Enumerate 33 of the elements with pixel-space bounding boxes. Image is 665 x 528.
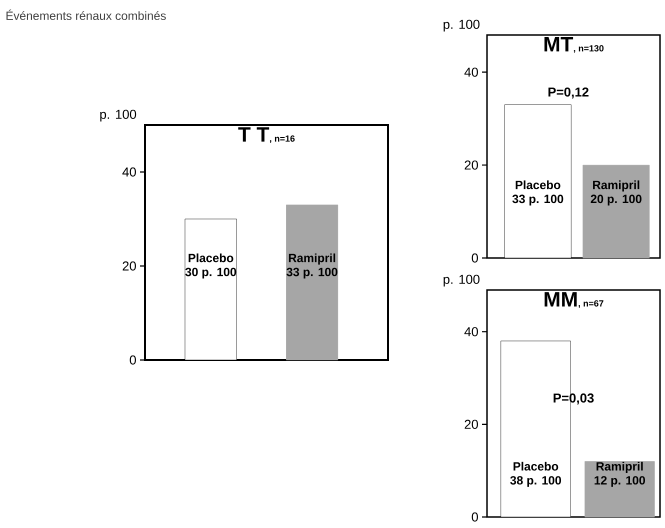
x-tick-label: Placebo — [514, 462, 558, 471]
text: , n=16 — [270, 135, 295, 144]
data-label: 33 p. 100 — [512, 194, 564, 206]
text: , n=130 — [574, 45, 604, 53]
data-label: 20 p. 100 — [590, 194, 642, 206]
data-label: 38 p. 100 — [510, 476, 562, 487]
text: Événements rénaux combinés — [6, 10, 166, 20]
data-label: 12 p. 100 — [594, 476, 646, 487]
y-tick-label: 40 — [122, 167, 136, 177]
x-tick-label: Ramipril — [593, 180, 640, 192]
x-tick-label: Placebo — [516, 180, 560, 190]
y-axis-title: p. 100 — [444, 274, 480, 286]
chart-title: MM — [544, 292, 577, 306]
annotation: P=0,12 — [548, 87, 589, 98]
text: , n=67 — [578, 300, 604, 308]
data-label: 30 p. 100 — [185, 268, 236, 279]
annotation: P=0,03 — [554, 393, 594, 404]
y-tick-label: 0 — [130, 355, 136, 365]
y-tick-label: 0 — [472, 512, 478, 522]
y-axis-title: p. 100 — [444, 20, 480, 32]
y-tick-label: 40 — [464, 68, 478, 77]
x-tick-label: Ramipril — [596, 462, 643, 473]
chart-title: T T — [238, 127, 270, 142]
y-tick-label: 20 — [464, 420, 478, 429]
y-tick-label: 40 — [464, 327, 478, 336]
y-tick-label: 20 — [122, 261, 136, 271]
y-tick-label: 20 — [464, 160, 478, 170]
chart-title: MT — [544, 37, 574, 52]
y-tick-label: 0 — [472, 253, 478, 263]
y-axis-title: p. 100 — [100, 110, 136, 122]
data-label: 33 p. 100 — [286, 268, 338, 279]
x-tick-label: Placebo — [188, 253, 234, 262]
x-tick-label: Ramipril — [288, 253, 336, 265]
